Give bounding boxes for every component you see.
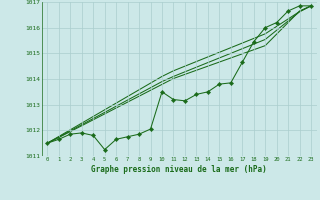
X-axis label: Graphe pression niveau de la mer (hPa): Graphe pression niveau de la mer (hPa) bbox=[91, 165, 267, 174]
